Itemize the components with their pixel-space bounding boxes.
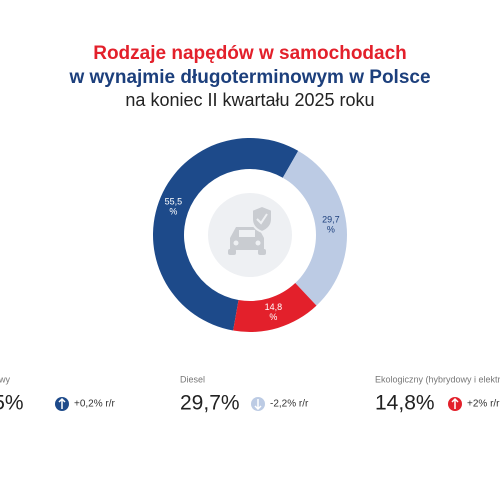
stat-label: Benzynowy bbox=[0, 374, 11, 384]
donut-segment bbox=[153, 137, 299, 331]
stat-share: 29,7% bbox=[180, 392, 240, 415]
stat-change: +0,2% r/r bbox=[74, 399, 116, 410]
stat-label: Ekologiczny (hybrydowy i elektryczny) bbox=[375, 374, 500, 384]
title-line: Rodzaje napędów w samochodach bbox=[93, 43, 407, 64]
title-line: w wynajmie długoterminowym w Polsce bbox=[68, 67, 430, 88]
change-arrow bbox=[451, 397, 459, 409]
stat-change: -2,2% r/r bbox=[270, 399, 309, 410]
stat-share: 55,5% bbox=[0, 392, 24, 415]
value-label: 55,5% bbox=[165, 197, 183, 217]
donut-segment bbox=[233, 283, 317, 332]
stat-label: Diesel bbox=[180, 374, 205, 384]
change-arrow bbox=[58, 397, 66, 409]
value-label: 14,8% bbox=[265, 302, 283, 322]
title-line: na koniec II kwartału 2025 roku bbox=[125, 90, 374, 110]
donut-segment bbox=[282, 150, 347, 306]
center-icon bbox=[208, 193, 292, 277]
stat-share: 14,8% bbox=[375, 392, 435, 415]
change-arrow bbox=[254, 399, 262, 411]
stat-change: +2% r/r bbox=[467, 399, 500, 410]
value-label: 29,7% bbox=[322, 215, 340, 235]
